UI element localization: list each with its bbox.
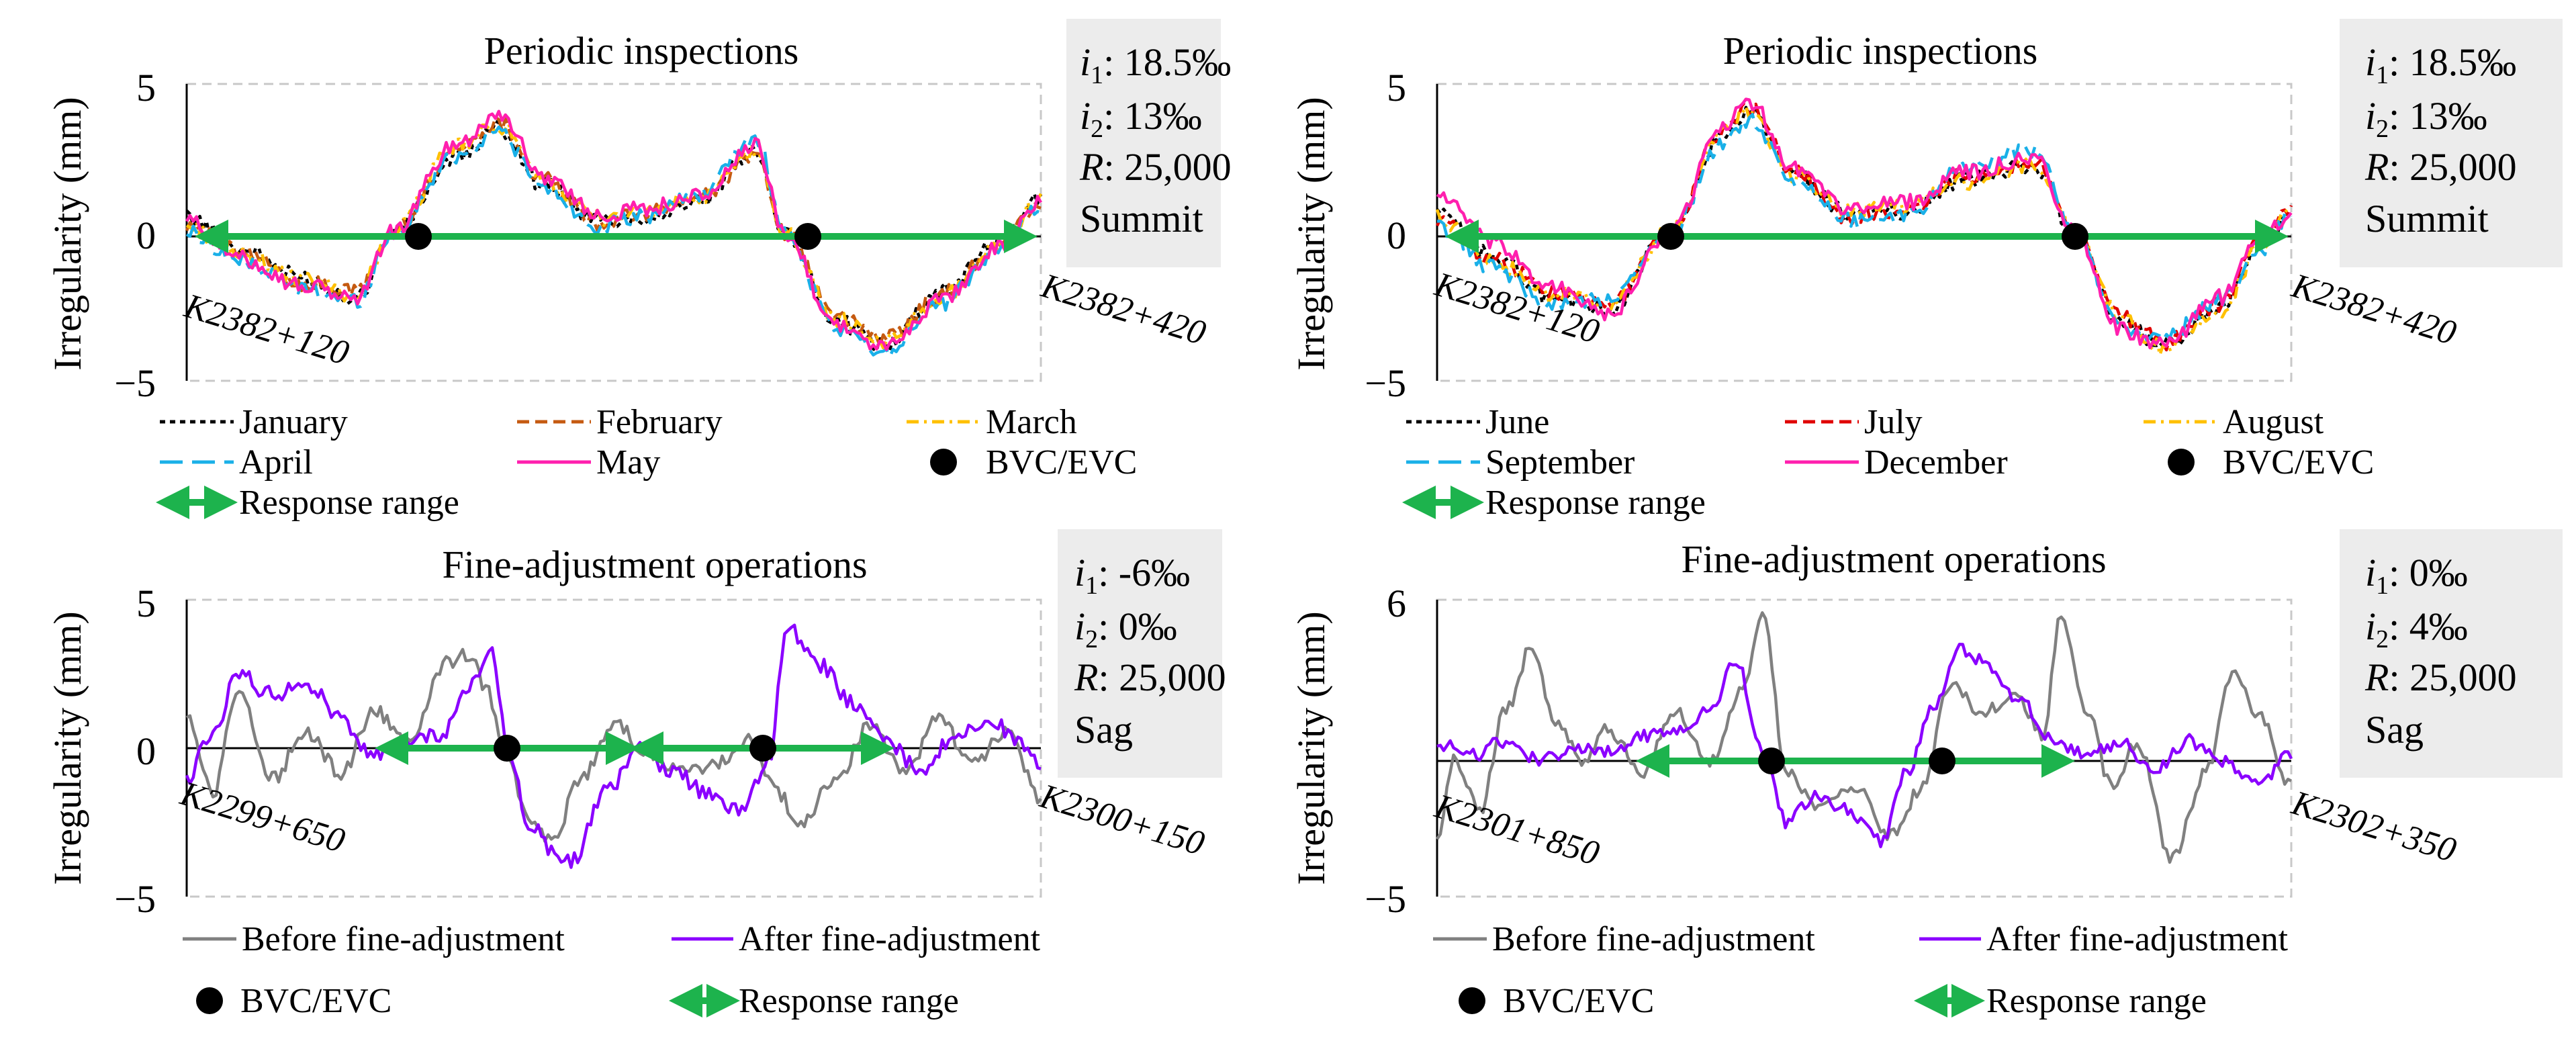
bvc-marker-3 [494,735,520,762]
evc-marker-2 [2062,223,2088,250]
y-axis-label-1: Irregularity (mm) [46,97,89,370]
info-type-4: Sag [2365,708,2424,752]
legend-label-before-4: Before fine-adjustment [1492,920,1815,958]
legend-swatch-bvc-4 [1459,987,1485,1014]
y-tick-top-2: 5 [1387,66,1406,109]
bvc-marker-2 [1657,223,1684,250]
legend-label-may: May [596,443,660,482]
y-axis-label-4: Irregularity (mm) [1289,611,1333,885]
series-layer-3 [185,623,1042,869]
legend-label-january: January [239,403,348,441]
legend-label-june: June [1485,403,1549,441]
legend-label-bvc: BVC/EVC [986,443,1137,482]
chart-title-3: Fine-adjustment operations [442,543,867,586]
info-type-2: Summit [2365,197,2489,240]
series-line-before-fine-adjustment-4 [1436,611,2293,864]
legend-1: January February March April May BVC/EVC… [156,403,1137,522]
end-mileage-3: K2300+150 [1036,777,1209,863]
legend-label-bvc-3: BVC/EVC [240,982,392,1020]
y-tick-mid-3: 0 [136,729,156,773]
series-layer-2 [1435,97,2293,357]
panel-bottom-left: Fine-adjustment operations Irregularity … [46,529,1226,1020]
legend-2: June July August September December BVC/… [1402,403,2374,522]
legend-label-february: February [596,403,723,441]
y-tick-top-3: 5 [136,582,156,625]
series-line-december-2 [1436,97,2293,350]
legend-label-bvc-2: BVC/EVC [2223,443,2374,482]
evc-marker-1 [794,223,821,250]
legend-label-after-3: After fine-adjustment [739,920,1041,958]
legend-label-after-4: After fine-adjustment [1986,920,2289,958]
bvc-marker-1 [405,223,432,250]
y-tick-top-4: 6 [1387,582,1406,625]
legend-label-response-3: Response range [739,982,959,1020]
info-i1-2: i1: 18.5‰ [2365,40,2516,89]
bvc-marker-4 [1758,748,1785,774]
panel-top-left: Periodic inspections Irregularity (mm) 5… [46,19,1232,522]
end-mileage-4: K2302+350 [2287,784,2460,870]
info-r-1: R: 25,000 [1079,145,1232,189]
info-i1-3: i1: -6‰ [1074,551,1190,600]
info-type-1: Summit [1080,197,1203,240]
legend-label-response-2: Response range [1485,484,1706,522]
y-tick-mid-1: 0 [136,214,156,257]
legend-label-december: December [1864,443,2008,482]
legend-label-april: April [239,443,313,482]
y-tick-bottom-4: −5 [1365,877,1406,921]
info-i2-2: i2: 13‰ [2365,94,2487,143]
legend-swatch-bvc-3 [196,987,223,1014]
chart-title-4: Fine-adjustment operations [1681,537,2106,581]
y-tick-bottom-2: −5 [1365,361,1406,405]
series-line-july-2 [1435,102,2293,352]
info-box-2: i1: 18.5‰ i2: 13‰ R: 25,000 Summit [2340,19,2563,267]
series-line-after-fine-adjustment-3 [185,623,1042,869]
evc-marker-4 [1929,748,1956,774]
legend-label-bvc-4: BVC/EVC [1503,982,1654,1020]
legend-label-response-4: Response range [1986,982,2207,1020]
series-line-september-2 [1436,113,2293,343]
y-tick-bottom-1: −5 [114,361,156,405]
info-i1-4: i1: 0‰ [2365,551,2468,600]
legend-label-response: Response range [239,484,459,522]
legend-label-august: August [2223,403,2324,441]
info-box-3: i1: -6‰ i2: 0‰ R: 25,000 Sag [1058,529,1226,778]
legend-label-september: September [1485,443,1635,482]
legend-label-march: March [986,403,1077,441]
y-axis-label-3: Irregularity (mm) [46,611,89,885]
info-type-3: Sag [1074,708,1133,752]
legend-label-july: July [1864,403,1923,441]
chart-title-1: Periodic inspections [484,29,799,73]
panel-top-right: Periodic inspections Irregularity (mm) 5… [1289,19,2563,522]
info-i2-3: i2: 0‰ [1074,604,1177,653]
info-r-3: R: 25,000 [1074,655,1226,699]
evc-marker-3 [749,735,776,762]
legend-swatch-bvc-2 [2168,449,2195,476]
legend-label-before-3: Before fine-adjustment [242,920,565,958]
info-box-1: i1: 18.5‰ i2: 13‰ R: 25,000 Summit [1066,19,1232,267]
end-mileage-1: K2382+420 [1037,267,1210,353]
series-line-may-1 [185,109,1042,351]
series-line-after-fine-adjustment-4 [1436,642,2293,848]
info-i2-4: i2: 4‰ [2365,604,2468,653]
end-mileage-2: K2382+420 [2287,267,2460,353]
series-line-before-fine-adjustment-3 [185,647,1042,843]
y-tick-mid-2: 0 [1387,214,1406,257]
info-r-2: R: 25,000 [2364,145,2517,189]
panel-bottom-right: Fine-adjustment operations Irregularity … [1289,529,2563,1020]
series-line-march-1 [185,122,1043,350]
series-layer-4 [1436,611,2293,864]
chart-title-2: Periodic inspections [1723,29,2038,73]
info-i1-1: i1: 18.5‰ [1080,40,1231,89]
info-box-4: i1: 0‰ i2: 4‰ R: 25,000 Sag [2340,529,2563,778]
y-tick-bottom-3: −5 [114,877,156,921]
legend-4: Before fine-adjustment After fine-adjust… [1433,920,2289,1020]
y-tick-top-1: 5 [136,66,156,109]
legend-3: Before fine-adjustment After fine-adjust… [183,920,1041,1020]
series-line-august-2 [1435,105,2293,357]
legend-swatch-bvc [930,449,957,476]
info-i2-1: i2: 13‰ [1080,94,1202,143]
info-r-4: R: 25,000 [2364,655,2517,699]
y-axis-label-2: Irregularity (mm) [1289,97,1333,370]
